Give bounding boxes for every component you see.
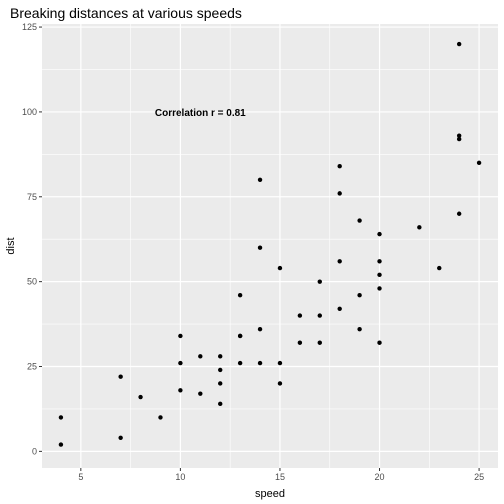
data-point [377,259,382,264]
data-point [297,313,303,318]
grid-major [42,24,498,468]
grid-minor [42,24,498,468]
x-tick-label: 15 [275,472,285,482]
data-point [357,293,362,298]
y-tick-label: 25 [27,362,37,372]
data-point [417,225,422,230]
data-point [317,279,322,284]
data-point [237,360,243,366]
data-point [58,442,64,447]
x-tick-label: 20 [375,472,385,482]
x-axis: 5 10 15 20 25 [78,468,484,482]
correlation-annotation: Correlation r = 0.81 [155,108,246,119]
data-point [158,415,163,420]
data-point [118,435,123,440]
data-point [218,367,223,373]
data-point [297,340,303,345]
x-tick-label: 25 [474,472,484,482]
data-point [337,164,342,169]
data-point [456,211,462,216]
x-tick-label: 10 [175,472,185,482]
data-point [277,360,283,366]
data-point [317,340,322,345]
data-point [377,286,382,291]
data-point [218,354,223,359]
data-point [456,41,462,47]
y-tick-label: 50 [27,277,37,287]
data-point [357,326,362,332]
data-point [178,333,183,339]
data-point [138,394,143,400]
data-point [337,259,342,264]
data-point [198,391,203,396]
y-axis: 0 25 50 75 100 125 [22,22,42,456]
data-point [476,160,482,166]
data-point [178,388,183,393]
y-tick-label: 100 [22,107,37,117]
data-point [178,360,183,366]
plot-panel [42,24,498,468]
data-point [58,415,64,420]
data-point [377,272,382,278]
data-point [337,191,342,196]
data-point [277,265,283,271]
data-point [437,265,442,271]
data-points [58,41,482,447]
y-tick-label: 0 [32,446,37,456]
data-point [257,326,263,332]
data-point [237,333,243,339]
x-axis-title: speed [255,488,285,500]
data-point [218,381,223,386]
data-point [257,245,263,250]
y-tick-label: 125 [22,22,37,32]
chart-title: Breaking distances at various speeds [10,5,242,21]
data-point [337,306,342,311]
y-axis-title: dist [5,237,17,254]
data-point [357,218,362,223]
data-point [237,293,243,298]
data-point [317,313,322,318]
data-point [456,133,462,138]
data-point [198,354,203,359]
data-point [257,177,263,183]
data-point [377,231,382,237]
data-point [118,374,123,379]
y-tick-label: 75 [27,192,37,202]
data-point [377,340,382,345]
x-tick-label: 5 [78,472,83,482]
data-point [218,401,223,407]
data-point [456,136,462,142]
data-point [257,360,263,366]
data-point [277,381,283,386]
